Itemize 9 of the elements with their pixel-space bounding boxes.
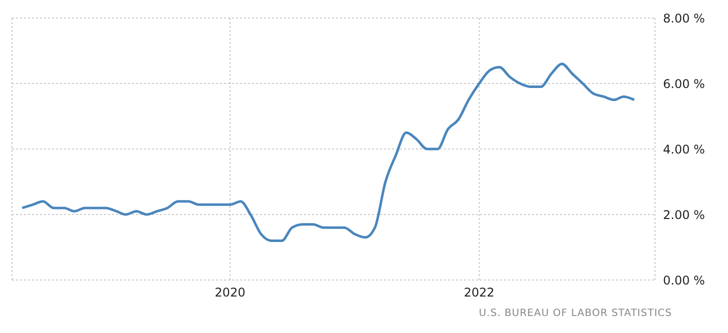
x-tick-label: 2022 <box>464 286 494 300</box>
y-tick-label: 6.00 % <box>663 76 705 91</box>
line-series <box>20 62 636 242</box>
text: U.S. BUREAU OF LABOR STATISTICS <box>478 308 673 319</box>
y-tick-label: 2.00 % <box>663 208 705 222</box>
y-tick-label: 4.00 % <box>663 142 705 156</box>
y-tick-label: 0.00 % <box>663 273 705 288</box>
x-tick-label: 2020 <box>214 286 246 300</box>
y-tick-label: 8.00 % <box>663 11 705 26</box>
